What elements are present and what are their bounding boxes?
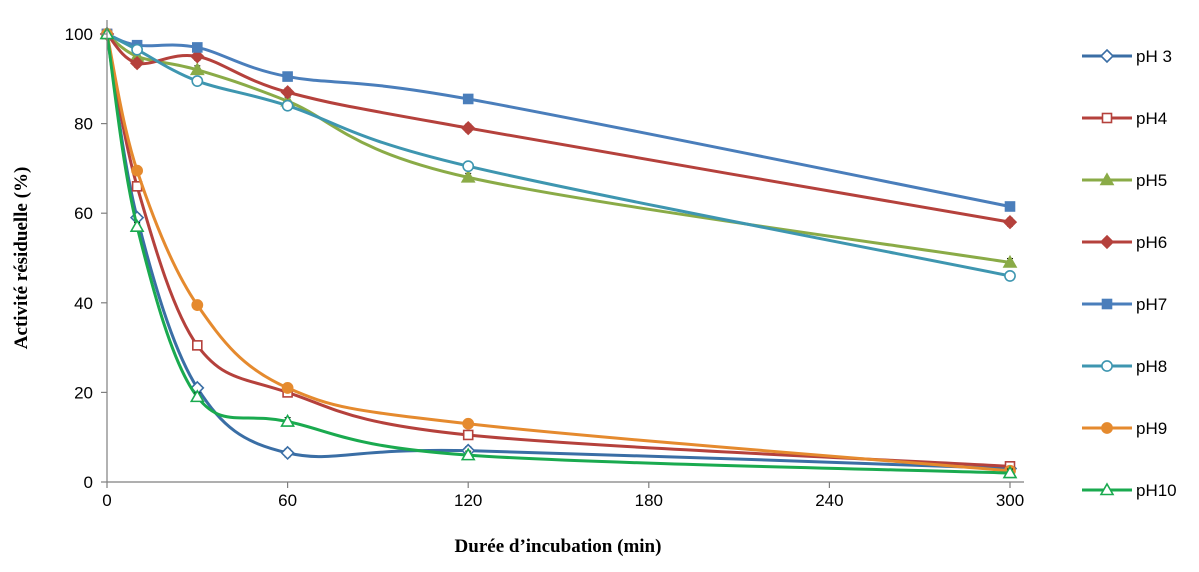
series-line bbox=[106, 32, 1011, 278]
x-tick-label: 120 bbox=[454, 491, 482, 510]
data-point bbox=[462, 160, 475, 173]
legend-swatch-marker bbox=[1101, 112, 1113, 124]
x-tick-label: 180 bbox=[635, 491, 663, 510]
data-point bbox=[131, 164, 143, 177]
legend-label: pH5 bbox=[1136, 171, 1167, 190]
data-point bbox=[1004, 270, 1016, 282]
x-tick-label: 240 bbox=[815, 491, 843, 510]
y-tick-label: 60 bbox=[74, 204, 93, 223]
data-point bbox=[131, 43, 143, 56]
series-line bbox=[105, 33, 1011, 473]
y-tick-label: 20 bbox=[74, 383, 93, 402]
legend-item: pH 3 bbox=[1082, 47, 1172, 66]
axes: 0 20 40 60 80 100 0 60 120 180 240 300 bbox=[65, 20, 1024, 510]
x-tick-label: 0 bbox=[102, 491, 111, 510]
data-point bbox=[460, 169, 476, 183]
data-point bbox=[190, 49, 205, 64]
legend-swatch-marker bbox=[1101, 298, 1113, 310]
x-axis-title: Durée d’incubation (min) bbox=[455, 536, 662, 557]
series-ph5 bbox=[99, 26, 1018, 268]
legend-label: pH10 bbox=[1136, 481, 1177, 500]
legend-swatch-marker bbox=[1101, 360, 1113, 372]
data-point bbox=[280, 445, 295, 461]
x-tick-label: 300 bbox=[996, 491, 1024, 510]
series-ph7 bbox=[101, 28, 1016, 212]
legend-swatch-marker bbox=[1099, 48, 1115, 64]
legend-label: pH8 bbox=[1136, 357, 1167, 376]
legend-swatch-marker bbox=[1101, 422, 1113, 434]
legend-item: pH4 bbox=[1082, 109, 1167, 128]
data-point bbox=[1002, 465, 1018, 479]
data-point bbox=[191, 75, 204, 87]
legend-item: pH7 bbox=[1082, 295, 1167, 314]
legend-label: pH4 bbox=[1136, 109, 1167, 128]
series-line bbox=[105, 32, 1011, 224]
legend-label: pH6 bbox=[1136, 233, 1167, 252]
data-point bbox=[462, 417, 475, 430]
legend-item: pH8 bbox=[1082, 357, 1167, 376]
legend-item: pH6 bbox=[1082, 233, 1167, 252]
data-point bbox=[189, 389, 205, 403]
data-point bbox=[191, 299, 204, 311]
data-point bbox=[129, 55, 145, 71]
series-line bbox=[106, 32, 1011, 208]
legend-label: pH 3 bbox=[1136, 47, 1172, 66]
series-ph9 bbox=[101, 28, 1016, 477]
series-ph10 bbox=[99, 26, 1018, 479]
data-point bbox=[462, 93, 474, 105]
legend-label: pH9 bbox=[1136, 419, 1167, 438]
legend-swatch-marker bbox=[1099, 172, 1115, 186]
data-point bbox=[460, 447, 476, 461]
series-ph8 bbox=[101, 28, 1016, 282]
plot-area bbox=[99, 26, 1018, 479]
legend-item: pH9 bbox=[1082, 419, 1167, 438]
data-point bbox=[192, 340, 203, 351]
data-point bbox=[1004, 201, 1016, 212]
legend: pH 3 pH4 pH5 pH6 pH7 pH8 pH9 pH10 bbox=[1082, 47, 1177, 500]
data-point bbox=[280, 413, 295, 427]
legend-item: pH5 bbox=[1082, 171, 1167, 190]
legend-label: pH7 bbox=[1136, 295, 1167, 314]
data-point bbox=[129, 219, 145, 232]
series-line bbox=[106, 32, 1011, 264]
legend-item: pH10 bbox=[1082, 481, 1177, 500]
legend-swatch-marker bbox=[1099, 482, 1115, 496]
y-tick-label: 40 bbox=[74, 294, 93, 313]
data-point bbox=[281, 382, 294, 394]
data-point bbox=[1002, 215, 1018, 230]
data-point bbox=[282, 71, 293, 82]
y-tick-label: 80 bbox=[74, 115, 93, 134]
series-ph6 bbox=[99, 26, 1018, 230]
y-axis-title: Activité résiduelle (%) bbox=[11, 167, 32, 350]
legend-swatch-marker bbox=[1099, 234, 1115, 250]
data-point bbox=[189, 62, 205, 76]
data-point bbox=[1002, 254, 1018, 268]
data-point bbox=[280, 85, 295, 100]
y-tick-label: 100 bbox=[65, 25, 93, 44]
series-line bbox=[105, 33, 1011, 471]
x-tick-label: 60 bbox=[278, 491, 297, 510]
data-point bbox=[281, 99, 294, 112]
series-line bbox=[105, 33, 1011, 475]
data-point bbox=[461, 120, 476, 136]
data-point bbox=[462, 429, 474, 441]
data-point bbox=[192, 42, 203, 53]
y-tick-label: 0 bbox=[84, 473, 93, 492]
